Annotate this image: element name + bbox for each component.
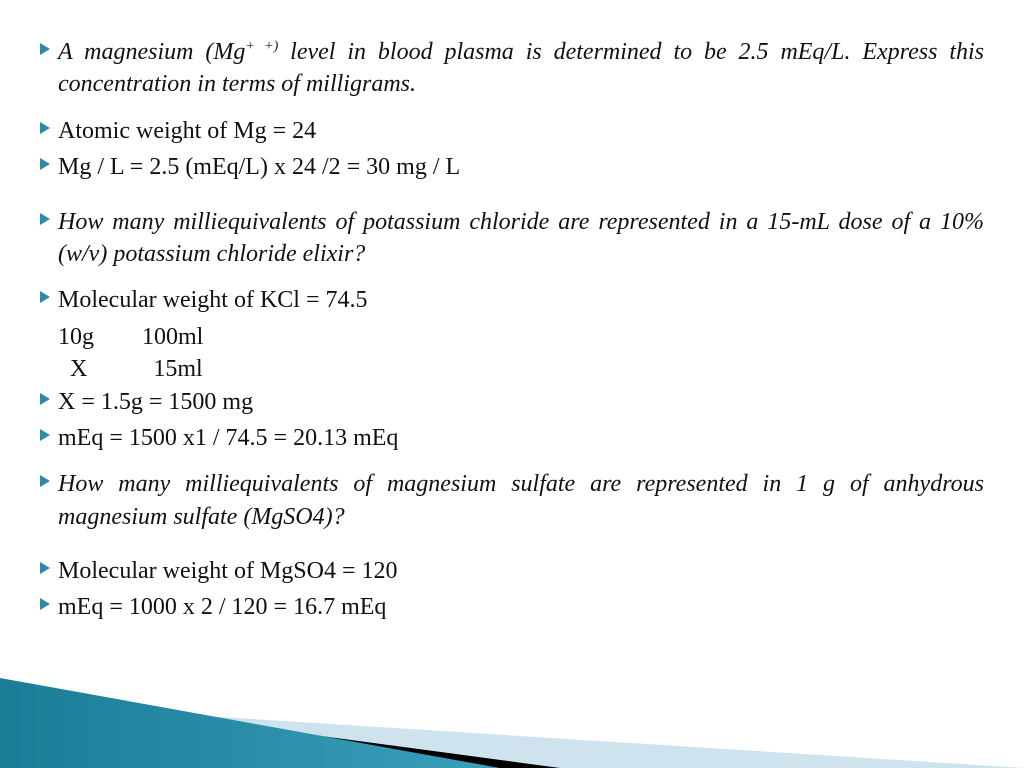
bullet-icon <box>40 122 58 134</box>
bullet-icon <box>40 213 58 225</box>
bullet-icon <box>40 43 58 55</box>
bullet-icon <box>40 598 58 610</box>
question-2-text: How many milliequivalents of potassium c… <box>58 206 984 271</box>
bullet-q2: How many milliequivalents of potassium c… <box>40 206 984 271</box>
bullet-a3-2: mEq = 1000 x 2 / 120 = 16.7 mEq <box>40 591 984 623</box>
bullet-q3: How many milliequivalents of magnesium s… <box>40 468 984 533</box>
bullet-a2-1: Molecular weight of KCl = 74.5 <box>40 284 984 316</box>
bullet-icon <box>40 429 58 441</box>
answer-2-line-1: Molecular weight of KCl = 74.5 <box>58 284 367 316</box>
bullet-a1-1: Atomic weight of Mg = 24 <box>40 115 984 147</box>
q1-sup: + +) <box>245 39 278 54</box>
bullet-icon <box>40 475 58 487</box>
bullet-icon <box>40 393 58 405</box>
q3-sub: 4 <box>313 504 325 530</box>
answer-3-line-1: Molecular weight of MgSO4 = 120 <box>58 555 398 587</box>
bullet-a3-1: Molecular weight of MgSO4 = 120 <box>40 555 984 587</box>
slide-corner-decor <box>0 648 1024 768</box>
ratio-row-1: 10g 100ml <box>58 321 984 353</box>
bullet-icon <box>40 291 58 303</box>
bullet-a1-2: Mg / L = 2.5 (mEq/L) x 24 /2 = 30 mg / L <box>40 151 984 183</box>
answer-2-ratio: 10g 100ml X 15ml <box>58 321 984 386</box>
question-3-text: How many milliequivalents of magnesium s… <box>58 468 984 533</box>
bullet-icon <box>40 562 58 574</box>
answer-2-line-2: X = 1.5g = 1500 mg <box>58 386 253 418</box>
answer-1-line-2: Mg / L = 2.5 (mEq/L) x 24 /2 = 30 mg / L <box>58 151 460 183</box>
bullet-a2-2: X = 1.5g = 1500 mg <box>40 386 984 418</box>
bullet-q1: A magnesium (Mg+ +) level in blood plasm… <box>40 36 984 101</box>
slide-content: A magnesium (Mg+ +) level in blood plasm… <box>0 0 1024 624</box>
q3-post: )? <box>325 504 345 530</box>
answer-1-line-1: Atomic weight of Mg = 24 <box>58 115 316 147</box>
bullet-icon <box>40 158 58 170</box>
bullet-a2-3: mEq = 1500 x1 / 74.5 = 20.13 mEq <box>40 422 984 454</box>
ratio-row-2: X 15ml <box>58 353 984 385</box>
q3-pre: How many milliequivalents of magnesium s… <box>58 471 984 529</box>
answer-2-line-3: mEq = 1500 x1 / 74.5 = 20.13 mEq <box>58 422 398 454</box>
answer-3-line-2: mEq = 1000 x 2 / 120 = 16.7 mEq <box>58 591 386 623</box>
question-1-text: A magnesium (Mg+ +) level in blood plasm… <box>58 36 984 101</box>
q1-pre: A magnesium (Mg <box>58 39 245 65</box>
